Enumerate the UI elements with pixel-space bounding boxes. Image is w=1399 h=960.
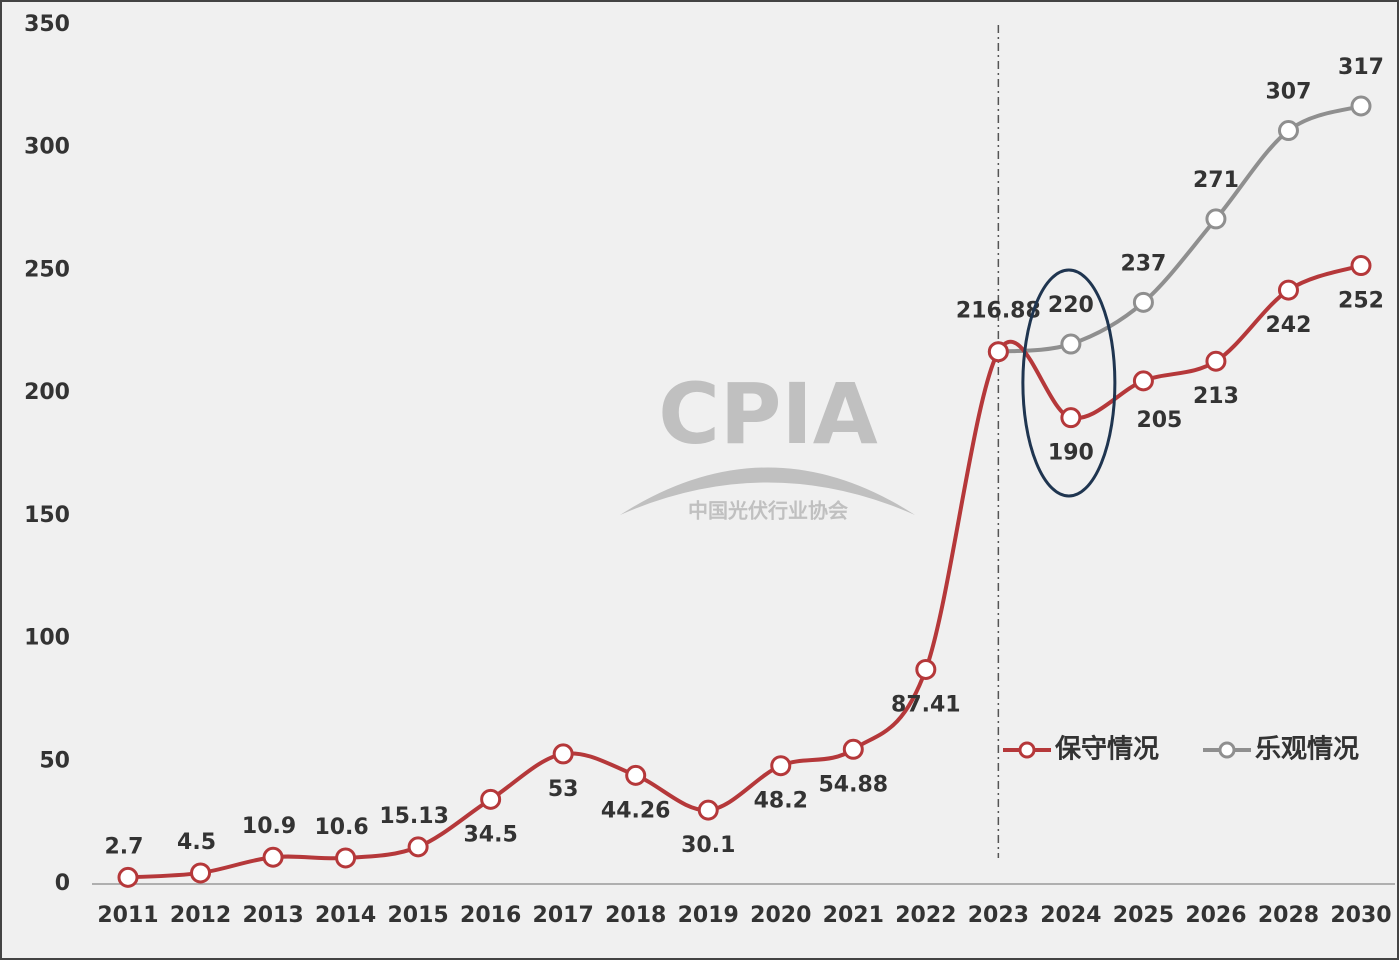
point [697, 799, 719, 821]
point [190, 862, 212, 884]
data-label: 220 [1048, 293, 1094, 318]
data-label: 213 [1193, 384, 1239, 409]
data-label: 190 [1048, 441, 1094, 466]
point [770, 755, 792, 777]
point [262, 846, 284, 868]
point [915, 658, 937, 680]
x-tick-label: 2026 [1185, 903, 1246, 928]
y-tick-label: 350 [24, 12, 70, 37]
data-label: 216.88 [956, 299, 1041, 324]
data-label: 4.5 [177, 830, 216, 855]
point [407, 836, 429, 858]
y-tick-label: 200 [24, 380, 70, 405]
data-label: 317 [1338, 55, 1384, 80]
x-tick-label: 2019 [678, 903, 739, 928]
x-tick-label: 2030 [1330, 903, 1391, 928]
x-tick-label: 2028 [1258, 903, 1319, 928]
point [1350, 255, 1372, 277]
x-tick-label: 2020 [750, 903, 811, 928]
legend-label: 保守情况 [1054, 734, 1159, 765]
y-tick-label: 0 [55, 871, 70, 896]
point [1350, 95, 1372, 117]
x-tick-label: 2011 [97, 903, 158, 928]
data-label: 10.9 [242, 814, 296, 839]
x-tick-label: 2023 [968, 903, 1029, 928]
watermark: CPIA 中国光伏行业协会 [620, 365, 915, 523]
point [842, 738, 864, 760]
y-tick-label: 50 [39, 748, 70, 773]
point [1060, 333, 1082, 355]
data-label: 2.7 [105, 834, 144, 859]
point [1277, 279, 1299, 301]
point [625, 764, 647, 786]
watermark-arc [620, 467, 915, 515]
y-tick-label: 100 [24, 626, 70, 651]
legend-marker [1018, 741, 1036, 759]
data-label: 54.88 [818, 772, 888, 797]
point [1205, 208, 1227, 230]
x-tick-label: 2017 [533, 903, 594, 928]
data-label: 44.26 [601, 798, 671, 823]
x-tick-label: 2016 [460, 903, 521, 928]
point [1132, 291, 1154, 313]
legend-label: 乐观情况 [1255, 735, 1359, 765]
x-tick-label: 2024 [1040, 903, 1101, 928]
watermark-subtitle: 中国光伏行业协会 [688, 499, 848, 523]
watermark-title: CPIA [658, 365, 877, 463]
data-label: 34.5 [464, 822, 518, 847]
data-label: 10.6 [314, 815, 368, 840]
x-tick-label: 2022 [895, 903, 956, 928]
point [1277, 120, 1299, 142]
data-label: 237 [1120, 251, 1166, 276]
data-label: 87.41 [891, 692, 961, 717]
point [552, 743, 574, 765]
y-tick-label: 300 [24, 135, 70, 160]
x-tick-label: 2012 [170, 903, 231, 928]
highlight [1021, 268, 1117, 498]
data-label: 307 [1266, 80, 1312, 105]
data-label: 242 [1266, 313, 1312, 338]
x-tick-label: 2015 [388, 903, 449, 928]
data-label: 252 [1338, 289, 1384, 314]
x-tick-label: 2025 [1113, 903, 1174, 928]
point [1060, 407, 1082, 429]
point [1132, 370, 1154, 392]
data-label: 48.2 [754, 789, 808, 814]
point [117, 866, 139, 888]
x-tick-label: 2013 [242, 903, 303, 928]
y-tick-label: 150 [24, 503, 70, 528]
point [480, 788, 502, 810]
point [1205, 350, 1227, 372]
x-tick-label: 2014 [315, 903, 376, 928]
x-tick-label: 2018 [605, 903, 666, 928]
data-label: 15.13 [379, 804, 449, 829]
data-label: 205 [1136, 408, 1182, 433]
data-label: 271 [1193, 168, 1239, 193]
x-tick-label: 2021 [823, 903, 884, 928]
data-label: 53 [548, 777, 579, 802]
y-tick-label: 250 [24, 257, 70, 282]
data-label: 30.1 [681, 833, 735, 858]
legend-marker [1218, 741, 1236, 759]
point [987, 341, 1009, 363]
point [335, 847, 357, 869]
